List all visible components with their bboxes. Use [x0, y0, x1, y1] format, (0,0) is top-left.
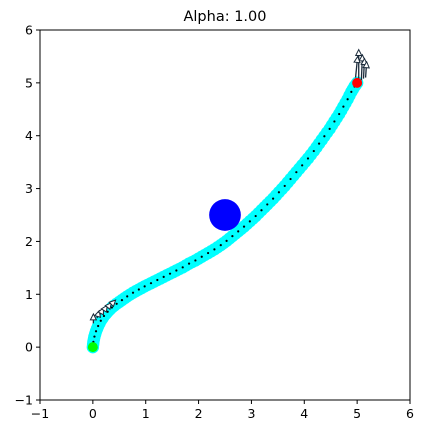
trajectory-dot [120, 299, 124, 302]
trajectory-dot [342, 105, 345, 108]
x-axis-ticks: −1 0 1 2 3 4 5 6 [31, 400, 414, 421]
y-tick-label: 5 [25, 75, 33, 90]
trajectory-dot [219, 244, 222, 247]
x-tick-label: 1 [142, 406, 150, 421]
trajectory-dot [206, 251, 210, 255]
chart-title: Alpha: 1.00 [183, 9, 266, 25]
trajectory-dot [200, 255, 203, 258]
start-marker [87, 342, 98, 353]
trajectory-dot [187, 262, 191, 265]
trajectory-dot [346, 98, 349, 101]
x-tick-label: 0 [89, 406, 97, 421]
trajectory-dot [94, 330, 98, 333]
arrow-head [362, 60, 371, 69]
arrow-shaft [354, 62, 358, 78]
trajectory-dot [277, 191, 281, 194]
trajectory-dot [301, 164, 304, 167]
trajectory-dot [237, 230, 240, 233]
y-axis-ticks: −1 0 1 2 3 4 5 6 [15, 23, 40, 408]
trajectory-dot [149, 282, 153, 285]
trajectory-dot [295, 171, 298, 174]
trajectory-dot [131, 291, 135, 294]
trajectory-dot [254, 214, 257, 218]
goal-marker [352, 77, 363, 88]
trajectory-dot [110, 306, 113, 309]
trajectory-dot [266, 203, 269, 206]
trajectory-dot [126, 295, 129, 298]
trajectory-dot [260, 209, 263, 212]
y-tick-label: −1 [15, 393, 33, 408]
obstacle-circle [209, 199, 241, 231]
trajectory-dot [231, 235, 234, 238]
trajectory-dot [213, 248, 216, 251]
plot-frame [39, 29, 411, 401]
y-tick-label: 4 [25, 128, 33, 143]
trajectory-dot [143, 285, 146, 288]
arrow-shaft [364, 67, 367, 78]
trajectory-dot [115, 302, 118, 305]
arrows-layer [89, 48, 371, 324]
arrow-head [353, 55, 361, 64]
x-tick-label: 6 [406, 406, 414, 421]
x-tick-label: 5 [353, 406, 361, 421]
trajectory-dot [248, 220, 251, 223]
markers-layer [87, 77, 363, 353]
trajectory-dot [97, 324, 100, 328]
arrow-head [100, 304, 108, 313]
trajectory-dot [162, 275, 165, 278]
trajectory-dot [350, 90, 353, 93]
x-tick-label: 4 [300, 406, 308, 421]
arrow-head [89, 312, 98, 321]
trajectory-dot [99, 319, 102, 322]
trajectory-dot [181, 266, 184, 269]
trajectory-dot [289, 177, 292, 181]
obstacle-layer [209, 199, 241, 231]
trajectory-dot [137, 288, 140, 291]
y-tick-label: 0 [25, 340, 33, 355]
trajectory-dot [333, 120, 336, 123]
y-tick-label: 1 [25, 287, 33, 302]
trajectory-dot [283, 184, 286, 188]
x-tick-label: 3 [247, 406, 255, 421]
trajectory-dot [328, 127, 331, 130]
trajectory-dot [93, 335, 96, 338]
trajectory-dot [338, 112, 341, 116]
trajectory-dot [156, 278, 159, 282]
x-tick-label: 2 [195, 406, 203, 421]
arrow-head [108, 299, 117, 308]
arrow-head [354, 48, 363, 57]
trajectory-dot [225, 239, 228, 242]
trajectory-dot [323, 135, 326, 138]
x-tick-label: −1 [31, 406, 49, 421]
trajectory-dot [306, 157, 310, 160]
y-tick-label: 6 [25, 23, 33, 38]
trajectory-dot [194, 259, 197, 262]
trajectory-dot [102, 314, 106, 318]
trajectory-dot [106, 310, 109, 313]
y-tick-label: 2 [25, 234, 33, 249]
y-tick-label: 3 [25, 181, 33, 196]
trajectory-dot [317, 142, 321, 145]
trajectory-dot [242, 225, 246, 228]
trajectory-dot [272, 197, 275, 200]
trajectory-dot [175, 269, 178, 272]
trajectory-dot [312, 149, 315, 153]
arrow-head [104, 301, 113, 311]
trajectory-dot [168, 272, 172, 275]
